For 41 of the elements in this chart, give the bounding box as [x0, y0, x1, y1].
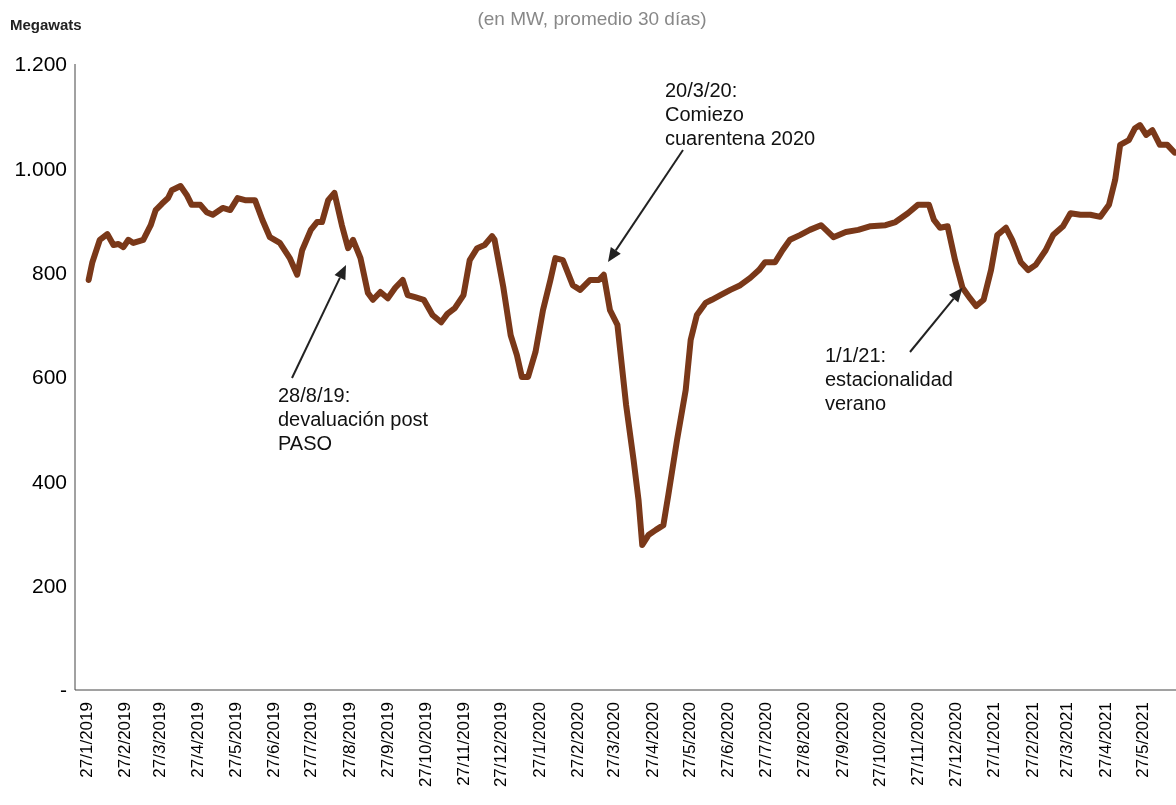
x-tick-label: 27/9/2020	[832, 702, 852, 778]
x-tick-label: 27/2/2020	[568, 702, 588, 778]
y-tick-label: -	[60, 678, 67, 702]
x-tick-label: 27/10/2019	[415, 702, 435, 788]
x-tick-label: 27/1/2019	[76, 702, 96, 778]
x-tick-label: 27/10/2020	[869, 702, 889, 788]
x-tick-label: 27/4/2019	[188, 702, 208, 778]
y-tick-label: 400	[31, 469, 67, 493]
y-tick-label: 1.000	[14, 156, 67, 180]
x-tick-label: 27/2/2021	[1022, 702, 1042, 778]
y-tick-label: 800	[31, 261, 67, 285]
x-tick-label: 27/6/2020	[718, 702, 738, 778]
y-tick-label: 1.200	[14, 52, 67, 76]
y-tick-label: 200	[31, 574, 67, 598]
x-tick-label: 27/7/2019	[301, 702, 321, 778]
x-tick-label: 27/11/2020	[908, 702, 928, 786]
x-tick-label: 27/7/2020	[755, 702, 775, 778]
x-tick-label: 27/4/2020	[642, 702, 662, 778]
y-axis-title: Megawats	[10, 16, 82, 33]
x-tick-label: 27/5/2020	[679, 702, 699, 778]
x-tick-label: 27/8/2020	[794, 702, 814, 778]
x-tick-label: 27/9/2019	[378, 702, 398, 778]
x-tick-label: 27/1/2020	[529, 702, 549, 778]
x-tick-label: 27/12/2019	[491, 702, 511, 788]
x-tick-label: 27/4/2021	[1095, 702, 1115, 778]
x-tick-label: 27/5/2019	[225, 702, 245, 778]
x-tick-label: 27/2/2019	[115, 702, 135, 778]
x-tick-label: 27/1/2021	[984, 702, 1004, 778]
x-tick-label: 27/3/2021	[1057, 702, 1077, 778]
x-tick-label: 27/3/2019	[149, 702, 169, 778]
annotation: 1/1/21: estacionalidad verano	[825, 343, 954, 415]
x-tick-label: 27/12/2020	[945, 702, 965, 788]
chart-subtitle: (en MW, promedio 30 días)	[477, 8, 707, 29]
x-tick-label: 27/11/2019	[454, 702, 474, 786]
annotation: 28/8/19: devaluación post PASO	[278, 383, 430, 455]
y-tick-label: 600	[31, 365, 67, 389]
annotation: 20/3/20: Comiezo cuarentena 2020	[665, 78, 817, 150]
x-tick-label: 27/8/2019	[339, 702, 359, 778]
x-tick-label: 27/6/2019	[264, 702, 284, 778]
x-tick-label: 27/3/2020	[604, 702, 624, 778]
x-tick-label: 27/5/2021	[1132, 702, 1152, 778]
